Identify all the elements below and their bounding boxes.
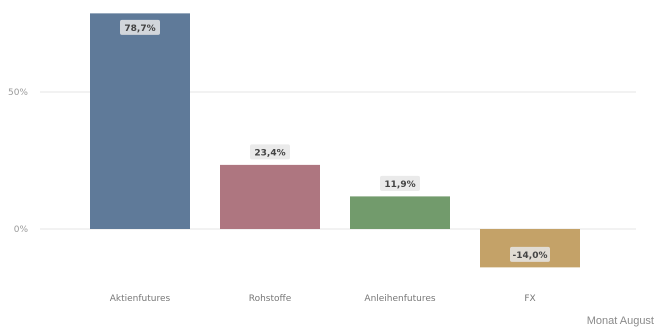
category-label: Anleihenfutures [364,294,435,304]
data-label-box [380,175,420,191]
category-label: Aktienfutures [110,294,171,304]
y-tick-label: 50% [8,88,28,98]
data-label: 78,7% [124,24,155,34]
data-label: 23,4% [254,148,285,158]
bar [90,13,190,229]
y-axis-ticks: 0% 50% [8,88,28,235]
bar [220,164,320,229]
data-label-box [510,246,550,262]
category-label: FX [524,294,535,304]
y-tick-label: 0% [14,225,29,235]
data-label-box [250,144,290,160]
footer-note: Monat August [586,315,654,327]
x-axis-categories: Aktienfutures Rohstoffe Anleihenfutures FX [110,294,536,304]
data-label: 11,9% [384,180,415,190]
data-label-box [120,19,160,35]
bar [350,196,450,229]
data-label: -14,0% [513,251,548,261]
data-labels: 78,7% 23,4% 11,9% -14,0% [120,19,550,262]
category-label: Rohstoffe [249,294,292,304]
